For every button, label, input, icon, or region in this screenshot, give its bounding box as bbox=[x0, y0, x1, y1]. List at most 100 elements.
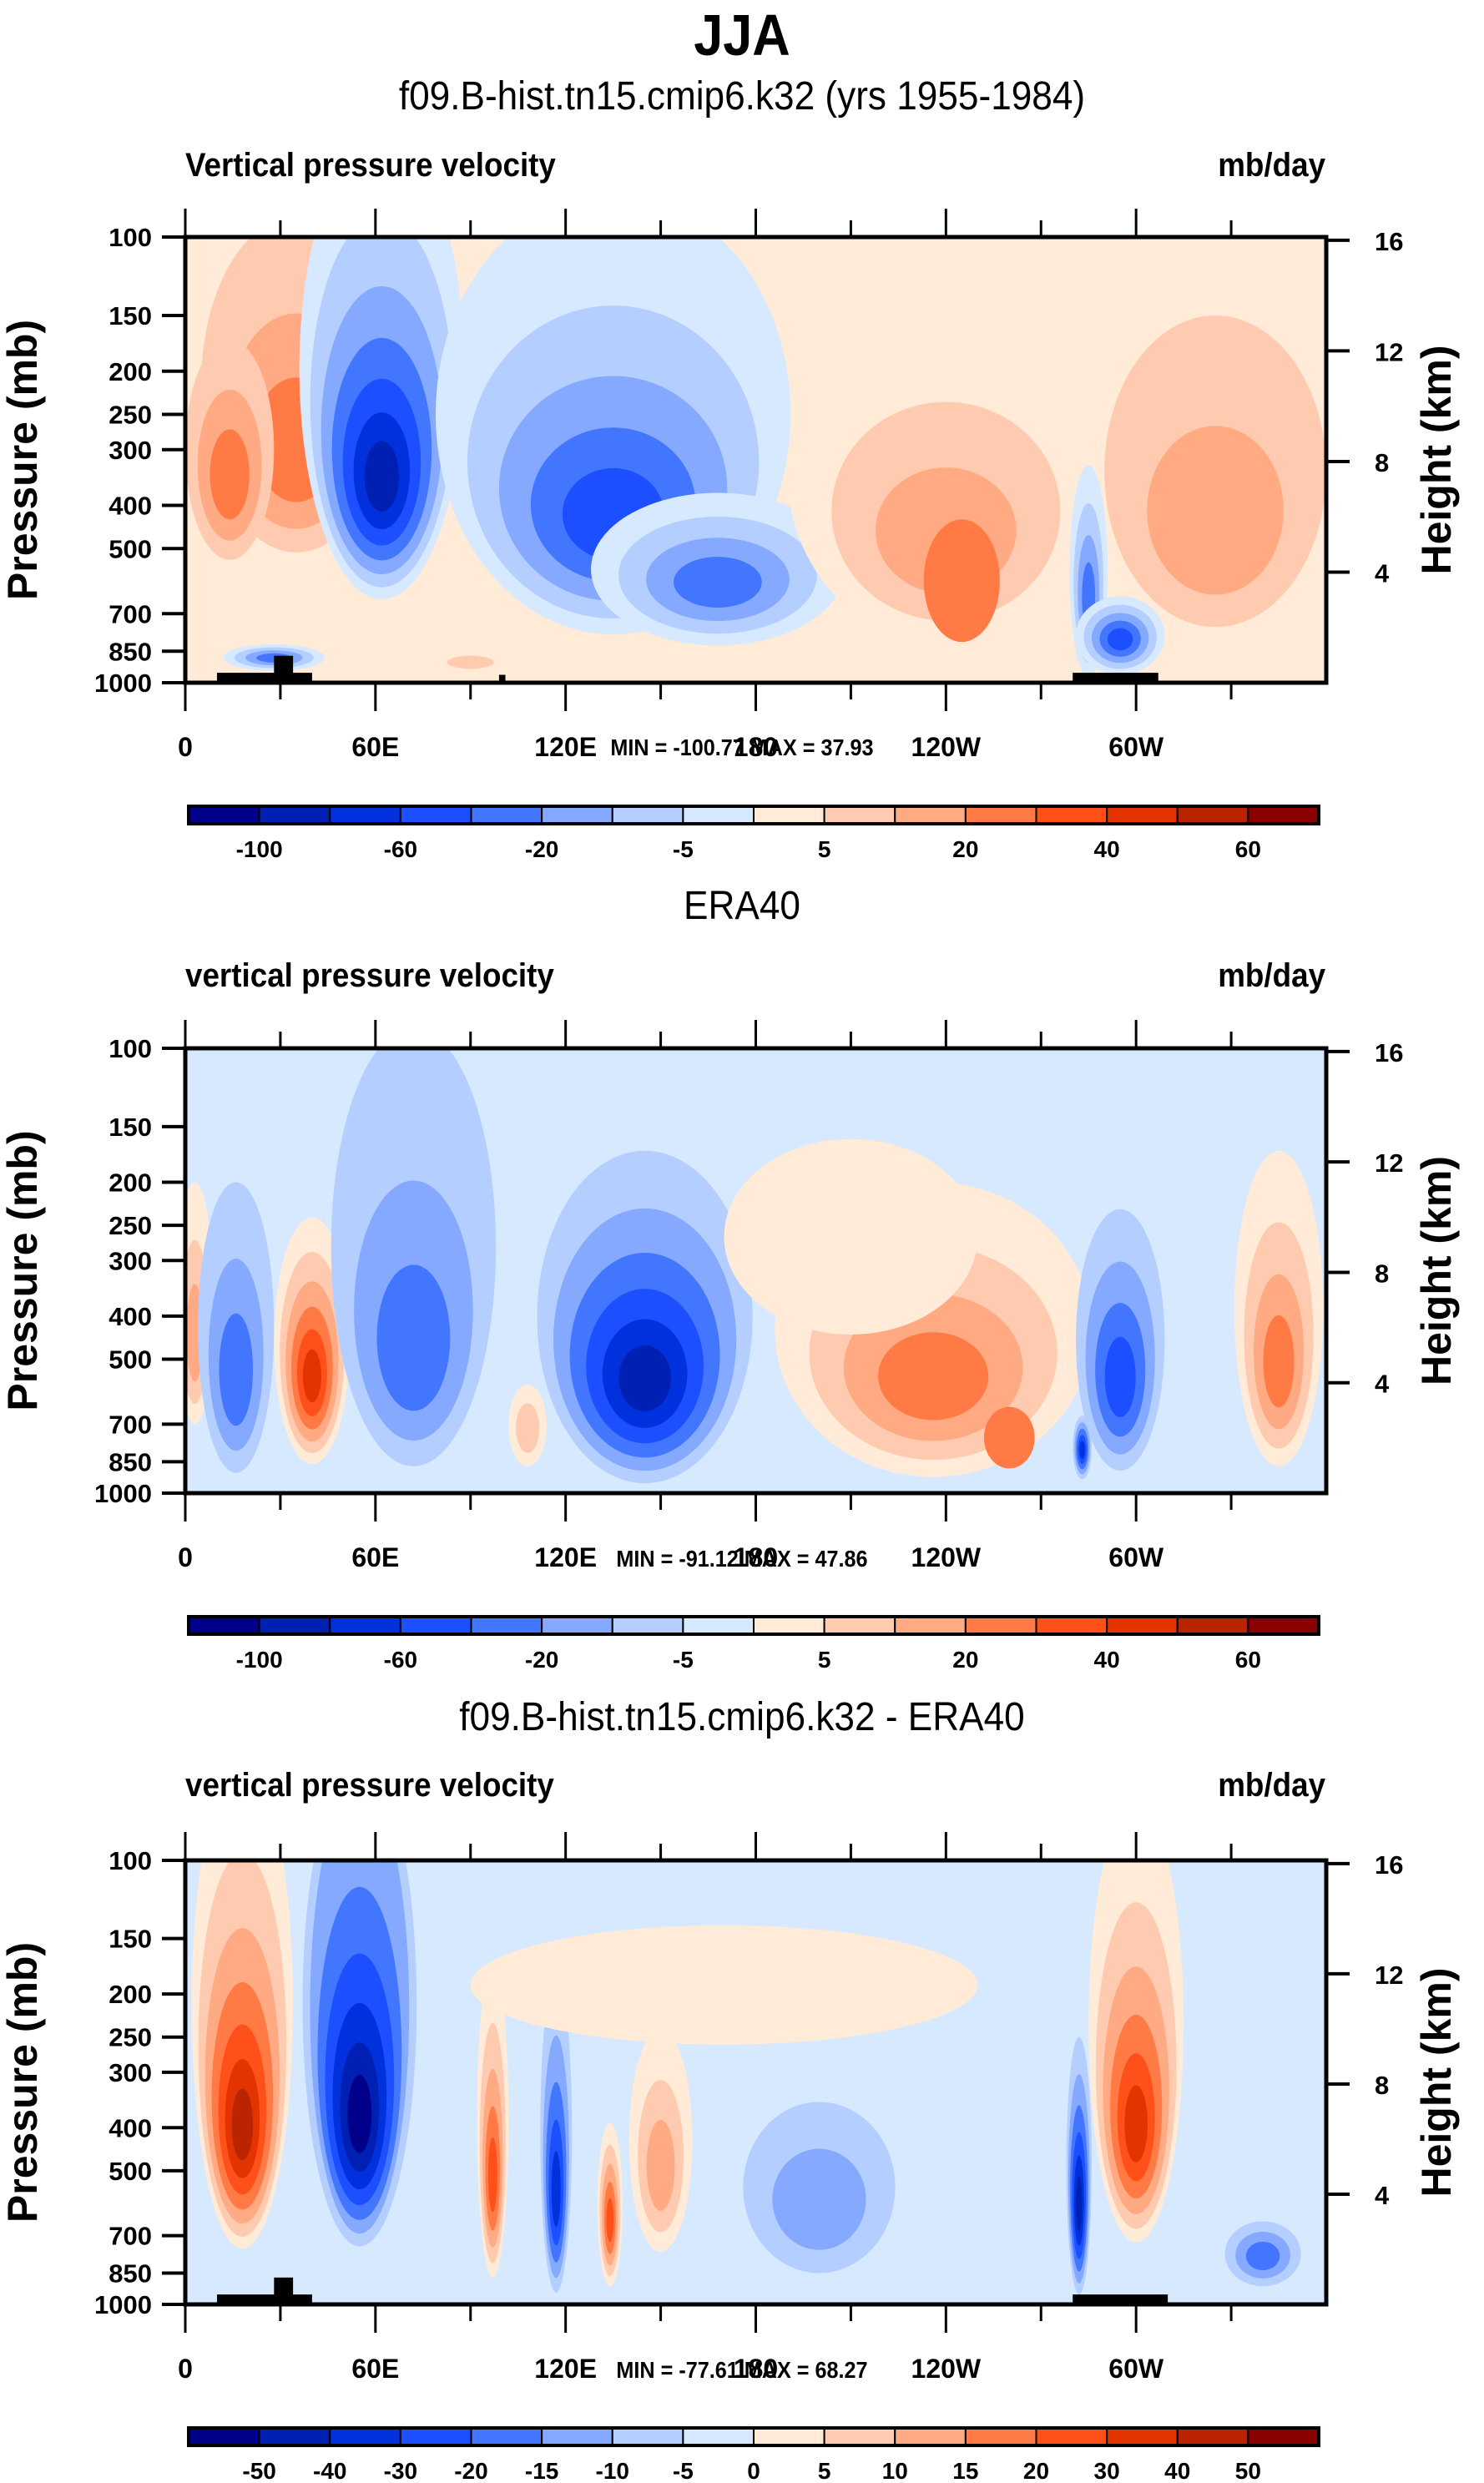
colorbar-label: 5 bbox=[818, 2458, 831, 2483]
contour-region bbox=[1066, 2036, 1093, 2295]
colorbar-box bbox=[753, 805, 825, 825]
contour-region bbox=[1099, 620, 1141, 657]
contour-region bbox=[983, 1406, 1035, 1469]
colorbar-box bbox=[1176, 2427, 1249, 2446]
plot-frame bbox=[183, 235, 1329, 685]
contour-region bbox=[256, 653, 292, 663]
colorbar-label: -5 bbox=[673, 836, 694, 862]
contour-region bbox=[1224, 2221, 1301, 2287]
y-tick-label-left: 200 bbox=[109, 1980, 152, 2009]
y-axis-label-right: Height (km) bbox=[1413, 1968, 1460, 2198]
contour-region bbox=[485, 2106, 501, 2231]
y-tick-label-left: 100 bbox=[109, 1034, 152, 1063]
colorbar-box bbox=[329, 805, 401, 825]
topography-mask bbox=[498, 674, 506, 683]
colorbar-label: 60 bbox=[1235, 836, 1261, 862]
colorbar-box bbox=[399, 2427, 472, 2446]
contour-region bbox=[1074, 1422, 1090, 1475]
contour-region bbox=[1107, 628, 1133, 651]
y-tick-label-left: 200 bbox=[109, 1168, 152, 1197]
colorbar-box bbox=[611, 1616, 684, 1635]
y-tick-label-right: 16 bbox=[1375, 227, 1403, 256]
contour-region bbox=[317, 1886, 402, 2220]
contour-region bbox=[1104, 1336, 1136, 1417]
colorbar-box bbox=[753, 2427, 825, 2446]
contour-region bbox=[302, 1349, 321, 1403]
contour-region bbox=[1103, 1966, 1169, 2214]
colorbar-box bbox=[894, 805, 967, 825]
contour-region bbox=[211, 1982, 274, 2210]
right-string: mb/day bbox=[1218, 957, 1325, 994]
colorbar-label: -5 bbox=[673, 1647, 694, 1673]
y-tick-label-right: 8 bbox=[1375, 1259, 1389, 1288]
colorbar-label: 40 bbox=[1164, 2458, 1190, 2483]
contour-region bbox=[562, 467, 664, 560]
contour-region bbox=[186, 1284, 204, 1382]
contour-region bbox=[1092, 613, 1149, 664]
contour-region bbox=[477, 1962, 509, 2278]
colorbar-box bbox=[823, 2427, 896, 2446]
contour-region bbox=[1234, 1150, 1324, 1466]
colorbar-frame bbox=[187, 805, 1320, 825]
contour-region bbox=[376, 1264, 451, 1411]
contour-region bbox=[602, 1319, 688, 1428]
colorbar-box bbox=[682, 805, 755, 825]
y-tick-label-left: 100 bbox=[109, 223, 152, 252]
colorbar-box bbox=[611, 805, 684, 825]
y-tick-label-right: 16 bbox=[1375, 1850, 1403, 1880]
contour-region bbox=[809, 1245, 1057, 1461]
contour-region bbox=[296, 1329, 327, 1417]
y-tick-label-left: 400 bbox=[109, 2113, 152, 2142]
contour-region bbox=[191, 1860, 294, 2249]
y-tick-label-left: 300 bbox=[109, 436, 152, 465]
left-string: vertical pressure velocity bbox=[185, 1767, 554, 1804]
y-tick-label-left: 700 bbox=[109, 1410, 152, 1439]
contour-region bbox=[198, 1860, 287, 2237]
colorbar-label: 50 bbox=[1235, 2458, 1261, 2483]
y-tick-label-left: 300 bbox=[109, 2058, 152, 2087]
contour-region bbox=[586, 1289, 704, 1444]
colorbar-box bbox=[1247, 2427, 1320, 2446]
contour-region bbox=[1073, 1416, 1093, 1480]
colorbar-label: 10 bbox=[882, 2458, 908, 2483]
contour-region bbox=[1147, 426, 1284, 595]
contour-region bbox=[1076, 1428, 1088, 1470]
y-tick-label-right: 16 bbox=[1375, 1038, 1403, 1067]
contour-region bbox=[1117, 2053, 1155, 2182]
y-tick-label-left: 850 bbox=[109, 2258, 152, 2288]
contour-region bbox=[618, 1345, 671, 1411]
min-max-label: MIN = -91.12 MAX = 47.86 bbox=[616, 1546, 868, 1572]
colorbar-box bbox=[1176, 1616, 1249, 1635]
contour-region bbox=[591, 492, 845, 646]
contour-region bbox=[204, 1928, 280, 2224]
colorbar-box bbox=[329, 1616, 401, 1635]
contour-region bbox=[923, 519, 1000, 643]
y-tick-label-right: 8 bbox=[1375, 2071, 1389, 2100]
colorbar-label: -60 bbox=[384, 836, 417, 862]
contour-region bbox=[498, 376, 728, 601]
contour-region bbox=[606, 2198, 614, 2243]
contour-region bbox=[618, 516, 817, 634]
panel-title: f09.B-hist.tn15.cmip6.k32 (yrs 1955-1984… bbox=[398, 74, 1086, 119]
contour-region bbox=[302, 1860, 417, 2247]
y-tick-label-right: 4 bbox=[1375, 1370, 1390, 1399]
contour-region bbox=[540, 1973, 573, 2293]
contour-region bbox=[551, 2151, 561, 2227]
contour-region bbox=[479, 2022, 506, 2263]
contour-region bbox=[354, 1180, 473, 1441]
contour-region bbox=[1104, 315, 1326, 628]
contour-region bbox=[530, 427, 696, 582]
contour-region bbox=[597, 2122, 623, 2287]
colorbar-box bbox=[470, 2427, 543, 2446]
contour-region bbox=[569, 1253, 720, 1458]
contour-region bbox=[364, 441, 400, 512]
contour-region bbox=[553, 1208, 737, 1471]
colorbar-label: 5 bbox=[818, 1647, 831, 1673]
colorbar-box bbox=[823, 805, 896, 825]
right-string: mb/day bbox=[1218, 1767, 1325, 1804]
colorbar-box bbox=[823, 1616, 896, 1635]
contour-region bbox=[310, 1860, 410, 2234]
contour-region bbox=[1095, 1303, 1146, 1437]
contour-region bbox=[775, 1182, 1093, 1477]
